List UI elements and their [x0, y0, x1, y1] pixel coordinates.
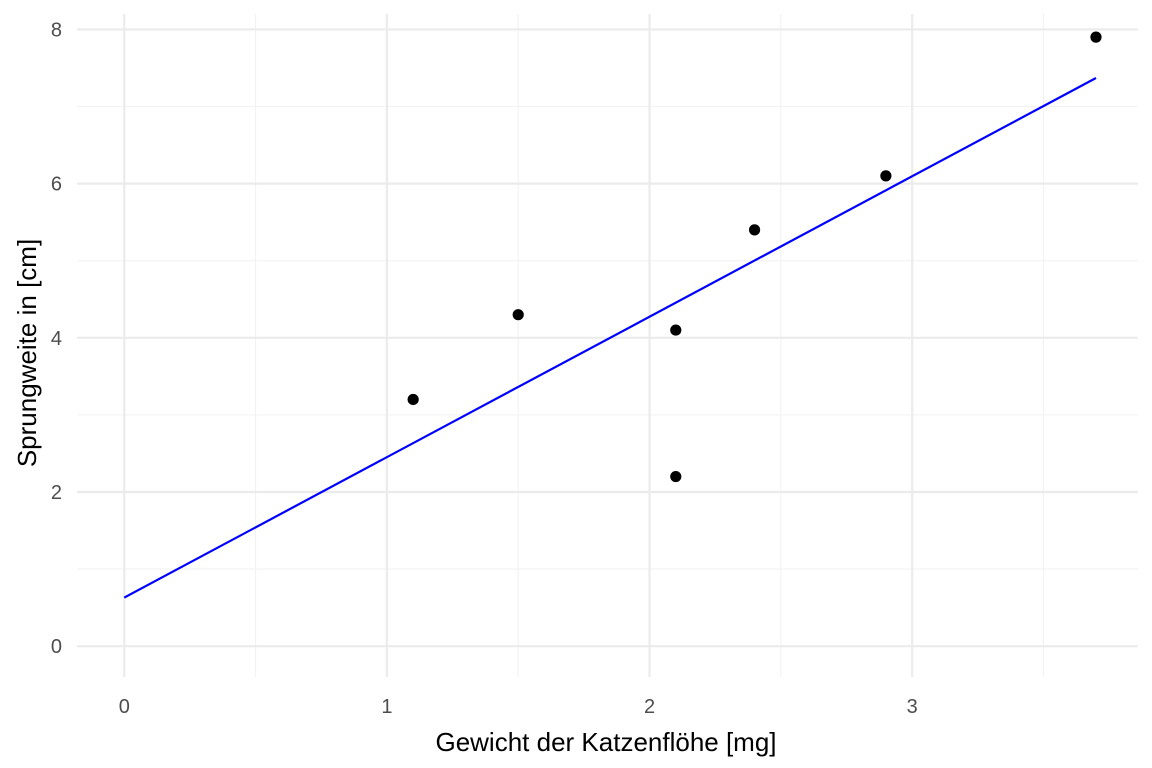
data-point [748, 224, 761, 236]
data-point [407, 393, 419, 406]
data-point [512, 309, 524, 321]
x-tick-label: 2 [644, 696, 655, 718]
y-tick-label: 8 [51, 19, 62, 41]
minor-grid [77, 14, 1138, 677]
regression-line-layer [123, 77, 1097, 599]
x-tick-label: 0 [119, 696, 130, 718]
x-axis-title: Gewicht der Katzenflöhe [mg] [435, 727, 776, 757]
data-point [880, 170, 892, 182]
regression-line [123, 77, 1097, 599]
y-tick-label: 2 [51, 482, 62, 504]
y-axis-tick-labels: 0 2 4 6 8 [51, 19, 62, 658]
data-point [670, 470, 682, 483]
data-points [407, 31, 1102, 483]
y-tick-label: 6 [51, 174, 62, 196]
x-tick-label: 3 [907, 696, 918, 718]
y-tick-label: 4 [51, 328, 62, 350]
data-point [670, 324, 682, 336]
y-tick-label: 0 [51, 636, 62, 658]
x-axis-tick-labels: 0 1 2 3 [119, 696, 918, 718]
y-axis-title: Sprungweite in [cm] [12, 239, 42, 467]
data-point [1090, 31, 1102, 43]
major-grid [77, 14, 1138, 677]
x-tick-label: 1 [381, 696, 392, 718]
